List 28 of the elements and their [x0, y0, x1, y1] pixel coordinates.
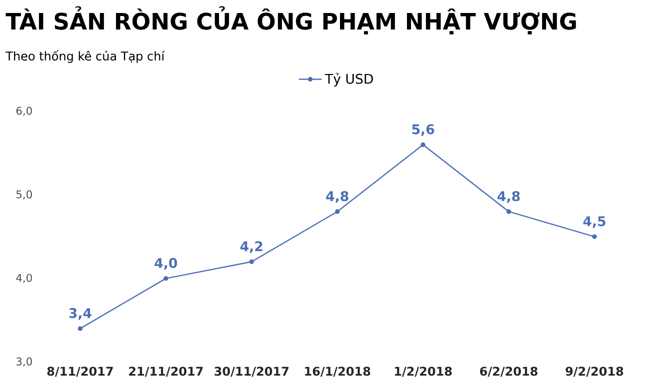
- data-label: 4,5: [583, 216, 606, 228]
- point: [78, 326, 83, 331]
- x-tick-label: 30/11/2017: [214, 366, 288, 377]
- x-tick-label: 16/1/2018: [305, 366, 370, 377]
- legend-label: Tỷ USD: [324, 72, 373, 86]
- chart-title: TÀI SẢN RÒNG CỦA ÔNG PHẠM NHẬT VƯỢNG: [6, 6, 576, 34]
- point: [420, 142, 426, 148]
- point: [164, 276, 168, 281]
- y-tick-label: 5,0: [16, 190, 32, 200]
- data-label: 5,6: [412, 124, 434, 136]
- chart-subtitle: Theo thống kê của Tạp chí: [6, 50, 165, 63]
- x-tick-label: 9/2/2018: [566, 366, 624, 377]
- x-tick-label: 6/2/2018: [480, 366, 538, 377]
- data-label: 4,2: [240, 241, 262, 254]
- x-tick-label: 8/11/2017: [47, 366, 113, 377]
- point: [592, 234, 597, 239]
- data-label: 4,8: [498, 191, 520, 203]
- y-tick-label: 4,0: [16, 274, 32, 284]
- point: [335, 209, 340, 214]
- data-label: 3,4: [69, 308, 92, 320]
- y-tick-label: 3,0: [16, 357, 32, 367]
- point: [249, 259, 254, 264]
- x-tick-label: 1/2/2018: [394, 366, 452, 377]
- x-tick-label: 21/11/2017: [129, 366, 203, 377]
- y-tick-label: 6,0: [16, 106, 32, 116]
- data-label: 4,0: [154, 258, 178, 270]
- point: [506, 209, 512, 214]
- data-label: 4,8: [326, 191, 348, 203]
